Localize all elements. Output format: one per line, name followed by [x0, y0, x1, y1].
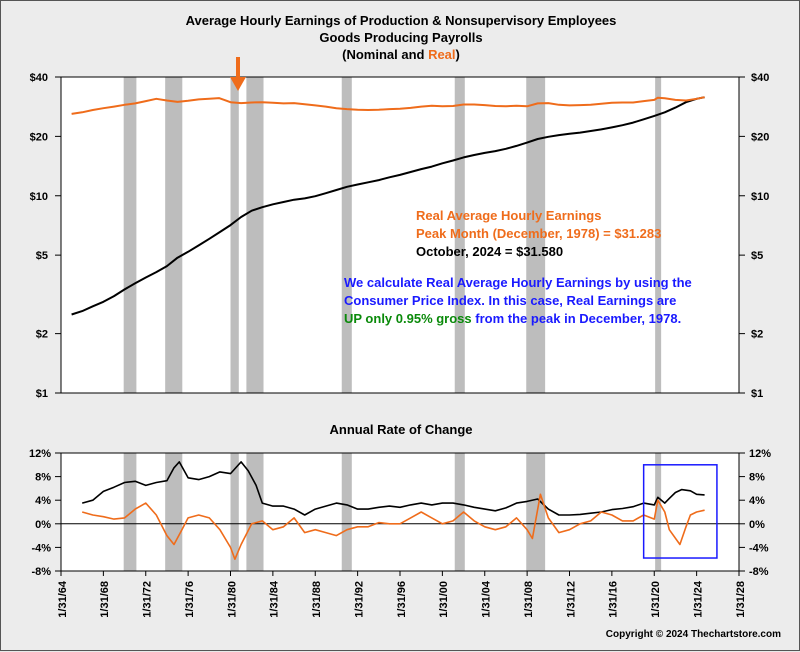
bottom-xtick-label-14: 1/31/20 [650, 581, 662, 618]
top-ytick-label-left-3: $10 [30, 191, 48, 203]
bottom-ytick-label-right-1: -4% [749, 542, 769, 554]
chart-title-line1: Average Hourly Earnings of Production & … [186, 13, 617, 28]
top-y-axis-left: $1 $2 $5 $10 $20 $40 [30, 72, 61, 400]
recession-band-top-0 [123, 77, 137, 393]
top-recession-bands [123, 77, 662, 393]
recession-band-bottom-4 [341, 453, 352, 571]
bottom-ytick-label-right-2: 0% [749, 519, 765, 531]
bottom-xtick-label-8: 1/31/96 [396, 581, 408, 618]
bottom-xtick-label-11: 1/31/08 [523, 581, 535, 618]
note-green-part: UP only 0.95% gross [344, 311, 472, 326]
bottom-xtick-label-6: 1/31/88 [311, 581, 323, 618]
annotation-note-line2: Consumer Price Index. In this case, Real… [344, 293, 676, 308]
recession-band-bottom-3 [246, 453, 264, 571]
annotation-current-value: October, 2024 = $31.580 [416, 244, 563, 259]
recession-band-top-4 [341, 77, 352, 393]
recession-band-bottom-2 [230, 453, 239, 571]
recession-band-top-7 [655, 77, 662, 393]
note-blue-part: from the peak in December, 1978. [472, 311, 682, 326]
bottom-xtick-label-1: 1/31/68 [99, 581, 111, 618]
bottom-y-axis-left: -8% -4% 0% 4% 8% 12% [29, 448, 61, 578]
top-y-axis-right: $1 $2 $5 $10 $20 $40 [739, 72, 769, 400]
top-ytick-label-right-4: $20 [751, 131, 769, 143]
bottom-ytick-label-right-5: 12% [749, 448, 771, 460]
top-series-line-real [71, 96, 705, 115]
bottom-xtick-label-12: 1/31/12 [565, 581, 577, 618]
bottom-ytick-label-right-3: 4% [749, 495, 765, 507]
bottom-x-axis: 1/31/64 1/31/68 1/31/72 1/31/76 1/31/80 1/31/… [57, 571, 747, 618]
bottom-xtick-label-9: 1/31/00 [438, 581, 450, 618]
title-part-a: (Nominal and [342, 47, 428, 62]
top-ytick-label-left-1: $2 [36, 329, 48, 341]
bottom-ytick-label-left-2: 0% [35, 519, 51, 531]
bottom-xtick-label-3: 1/31/76 [184, 581, 196, 618]
bottom-xtick-label-7: 1/31/92 [353, 581, 365, 618]
bottom-series-lines [81, 461, 705, 560]
top-ytick-label-right-5: $40 [751, 72, 769, 84]
bottom-ytick-label-left-4: 8% [35, 472, 51, 484]
bottom-xtick-label-15: 1/31/24 [692, 580, 704, 618]
copyright-text: Copyright © 2024 Thechartstore.com [606, 629, 781, 640]
bottom-xtick-label-16: 1/31/28 [735, 581, 747, 618]
recession-band-bottom-1 [165, 453, 183, 571]
top-ytick-label-left-4: $20 [30, 131, 48, 143]
top-ytick-label-right-1: $2 [751, 329, 763, 341]
top-ytick-label-left-2: $5 [36, 250, 48, 262]
top-ytick-label-left-5: $40 [30, 72, 48, 84]
top-plot-border [60, 76, 740, 394]
recession-band-top-1 [165, 77, 183, 393]
top-ytick-label-left-0: $1 [36, 388, 48, 400]
title-part-c: ) [456, 47, 460, 62]
top-plot-panel: $1 $2 $5 $10 $20 $40 $1 $2 $5 $10 $20 $40 Real Ave… [30, 57, 769, 400]
bottom-ytick-label-left-5: 12% [29, 448, 51, 460]
bottom-y-axis-right: -8% -4% 0% 4% 8% 12% [739, 448, 771, 578]
annotation-real-peak: Peak Month (December, 1978) = $31.283 [416, 226, 661, 241]
recession-band-bottom-6 [526, 453, 546, 571]
annotation-note-line1: We calculate Real Average Hourly Earning… [344, 275, 692, 290]
bottom-ytick-label-left-1: -4% [31, 542, 51, 554]
peak-arrow-icon [230, 57, 246, 91]
top-ytick-label-right-0: $1 [751, 388, 763, 400]
bottom-plot-area [61, 453, 739, 571]
bottom-series-line-real [81, 493, 705, 560]
recession-band-bottom-7 [655, 453, 662, 571]
bottom-chart-title: Annual Rate of Change [329, 422, 472, 437]
annotation-real-title: Real Average Hourly Earnings [416, 208, 601, 223]
bottom-xtick-label-2: 1/31/72 [142, 581, 154, 618]
recession-band-top-6 [526, 77, 546, 393]
recession-band-top-5 [454, 77, 465, 393]
title-part-real: Real [428, 47, 455, 62]
bottom-xtick-label-0: 1/31/64 [57, 580, 69, 618]
bottom-xtick-label-5: 1/31/84 [269, 580, 281, 618]
bottom-xtick-label-10: 1/31/04 [481, 580, 493, 618]
bottom-ytick-label-right-0: -8% [749, 566, 769, 578]
chart-title-line3: (Nominal and Real) [342, 47, 460, 62]
top-series-lines [71, 96, 705, 316]
bottom-ytick-label-right-4: 8% [749, 472, 765, 484]
recession-band-top-2 [230, 77, 239, 393]
top-ytick-label-right-3: $10 [751, 191, 769, 203]
bottom-ytick-label-left-3: 4% [35, 495, 51, 507]
top-series-line-nominal [71, 96, 705, 316]
annotation-note-line3: UP only 0.95% gross from the peak in Dec… [344, 311, 681, 326]
chart-title-line2: Goods Producing Payrolls [319, 30, 482, 45]
bottom-recession-bands [123, 453, 662, 571]
top-ytick-label-right-2: $5 [751, 250, 763, 262]
recession-band-bottom-0 [123, 453, 137, 571]
highlight-box [642, 464, 718, 559]
bottom-series-line-nominal [81, 461, 705, 516]
bottom-xtick-label-4: 1/31/80 [226, 581, 238, 618]
bottom-ytick-label-left-0: -8% [31, 566, 51, 578]
recession-band-bottom-5 [454, 453, 465, 571]
bottom-plot-panel: -8%-4%0%4%8%12% -8%-4%0%4%8%12% 1/31/64 1… [29, 448, 771, 618]
bottom-xtick-label-13: 1/31/16 [608, 581, 620, 618]
recession-band-top-3 [246, 77, 264, 393]
